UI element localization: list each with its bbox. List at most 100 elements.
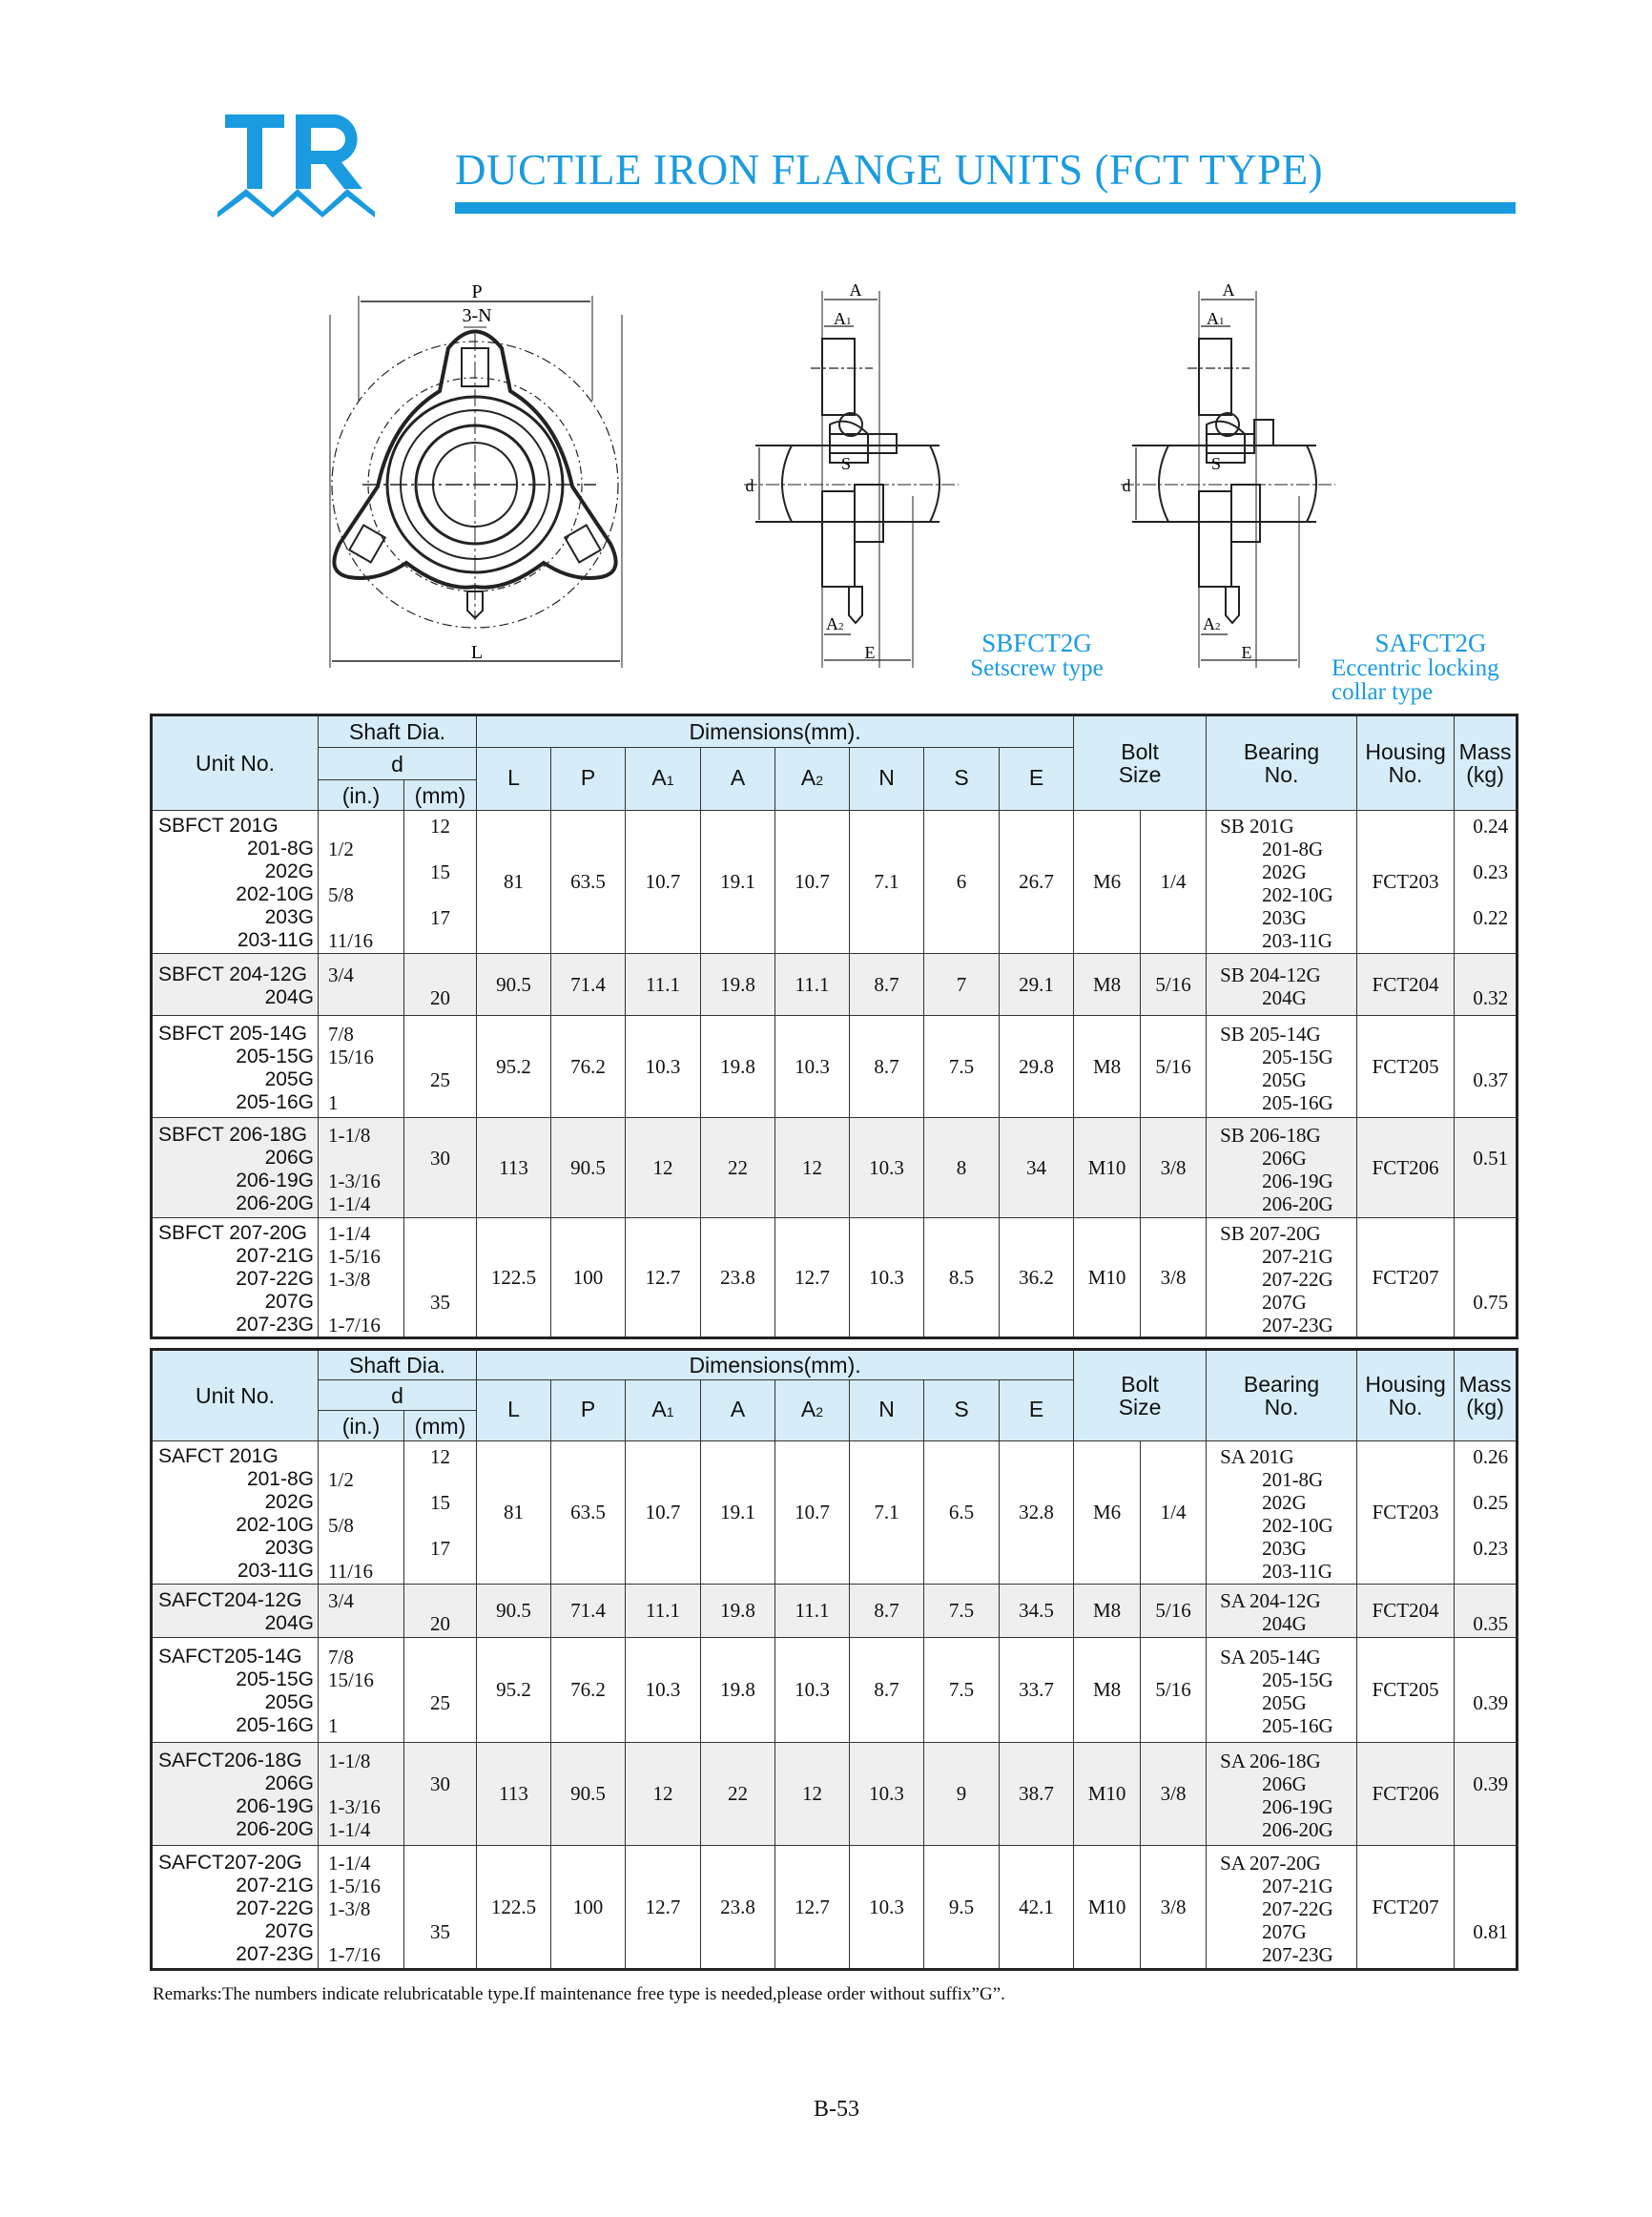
header-label: A [800,1397,816,1421]
shaft-dia-mm-line: 25 [430,1691,450,1714]
header-housing-no: Housing No. [1356,1349,1456,1441]
header-dimensions: Dimensions(mm). [475,715,1075,748]
table-row: SBFCT 206-18G 206G 206-19G 206-20G 1-1/8 1-3/… [151,1117,1518,1218]
header-label: (kg) [1466,762,1504,787]
shaft-dia-mm-line: 12 [430,815,450,838]
unit-no-line: 206-20G [236,1191,314,1214]
table-row: SBFCT 207-20G 207-21G 207-22G 207G 207-23G 1-… [151,1217,1518,1338]
dimension-value: 71.4 [550,1584,626,1638]
dimension-value: 113 [476,1742,551,1846]
shaft-dia-mm: 30 [403,1742,477,1846]
shaft-dia-in-line: 5/8 [328,1514,354,1537]
unit-no-line: 207-23G [236,1313,314,1336]
shaft-dia-mm-line [405,929,476,952]
shaft-dia-mm-line [405,1589,476,1612]
unit-no-line: 201-8G [246,838,314,860]
bearing-no-line: 203-11G [1262,929,1332,952]
shaft-dia-in-line: 1-3/8 [328,1896,371,1920]
shaft-dia-mm-line [405,1514,476,1537]
mass-kg-line [1456,1668,1517,1691]
mass-kg-line: 0.23 [1473,860,1509,883]
mass-kg: 0.39 [1454,1637,1518,1743]
shaft-dia-in-line [320,1920,403,1943]
shaft-dia-in-line: 1-3/16 [328,1795,381,1818]
dimension-value: 8.7 [849,953,924,1016]
dim-label-3n: 3-N [462,305,491,326]
dimension-value: 8.7 [849,1584,924,1638]
dimension-value: 12 [774,1117,850,1218]
bearing-no: SB 201G 201-8G 202G 202-10G 203G 203-11G [1206,810,1358,954]
dimension-value: 34.5 [998,1584,1075,1638]
header-mm: (mm) [403,1410,477,1441]
shaft-dia-mm-line [405,963,476,986]
bearing-no-line: SB 207-20G [1220,1221,1321,1245]
bearing-no-line: 207G [1262,1290,1307,1314]
dim-label-a1: A1 [1207,309,1225,328]
mass-kg-line: 0.22 [1473,906,1509,929]
shaft-dia-mm-line: 17 [430,906,450,929]
mass-kg: 0.81 [1454,1845,1518,1970]
header-label: Bolt [1121,739,1159,764]
bearing-no: SB 205-14G 205-15G 205G 205-16G [1206,1015,1358,1118]
bolt-size-inch: 5/16 [1140,953,1208,1016]
mass-kg: 0.32 [1454,953,1518,1016]
header-label: No. [1264,762,1299,787]
shaft-dia-in-line [320,1068,403,1091]
header-label: Dimensions(mm). [689,719,861,744]
header-label: L [507,1397,520,1421]
mass-kg: 0.51 [1454,1117,1518,1218]
bearing-no-line: 201-8G [1262,838,1324,860]
shaft-dia-in-line [320,815,403,838]
bolt-size-metric: M10 [1073,1117,1142,1218]
shaft-dia-mm-line [405,1124,476,1147]
mass-kg-line: 0.81 [1473,1919,1509,1943]
dimension-value: 7.1 [849,1440,924,1585]
header-unit-no: Unit No. [151,1349,319,1441]
dimension-value: 11.1 [625,1584,701,1638]
bearing-no-line: SA 205-14G [1220,1646,1321,1668]
unit-no-line: 203G [264,1537,314,1559]
dimension-value: 8.7 [849,1015,924,1118]
header-dim-3: A [700,1379,775,1441]
mass-kg: 0.75 [1454,1217,1518,1338]
shaft-dia-in: 3/4 [318,1584,404,1638]
shaft-dia-mm-line [405,1245,476,1268]
header-label: Housing [1365,739,1446,764]
dimension-value: 10.3 [849,1845,924,1970]
unit-no-line: SAFCT205-14G [158,1646,302,1668]
unit-no-line: 207-22G [236,1267,314,1290]
mass-kg-line [1456,1714,1517,1737]
dim-label-e: E [1242,643,1252,662]
shaft-dia-in-line [320,1445,403,1468]
dimension-value: 8.7 [849,1637,924,1743]
mass-kg: 0.24 0.23 0.22 [1454,810,1518,954]
dimension-value: 12.7 [774,1217,850,1338]
model-label-sbfct2g: SBFCT2G [981,629,1092,657]
unit-no-line: SBFCT 205-14G [158,1022,308,1045]
mass-kg-line [1456,1897,1517,1920]
header-label: Size [1118,762,1162,787]
dimension-value: 113 [476,1117,551,1218]
shaft-dia-mm-line [405,1468,476,1491]
unit-no-line: 202-10G [236,883,314,905]
header-mm: (mm) [403,779,477,811]
header-label: d [391,1382,403,1408]
bearing-no: SB 204-12G 204G [1206,953,1358,1016]
header-dim-1: P [550,747,626,811]
mass-kg-line [1456,1589,1517,1612]
unit-no-line: 203G [264,906,314,928]
unit-no-line: 206-19G [236,1169,314,1191]
shaft-dia-in-line: 1-1/8 [328,1750,371,1772]
header-label: A [730,765,746,790]
header-label: L [507,765,520,790]
shaft-dia-mm-line: 35 [430,1919,450,1943]
header-label: E [1028,1397,1044,1421]
header-label: A [651,1397,667,1421]
dimension-value: 42.1 [998,1845,1075,1970]
dimension-value: 7 [923,953,1000,1016]
shaft-dia-mm-line: 17 [430,1537,450,1560]
header-label: P [580,1397,596,1421]
dimension-value: 19.8 [700,953,775,1016]
header-label: (mm) [414,782,466,808]
bearing-no-line: 204G [1262,985,1307,1009]
